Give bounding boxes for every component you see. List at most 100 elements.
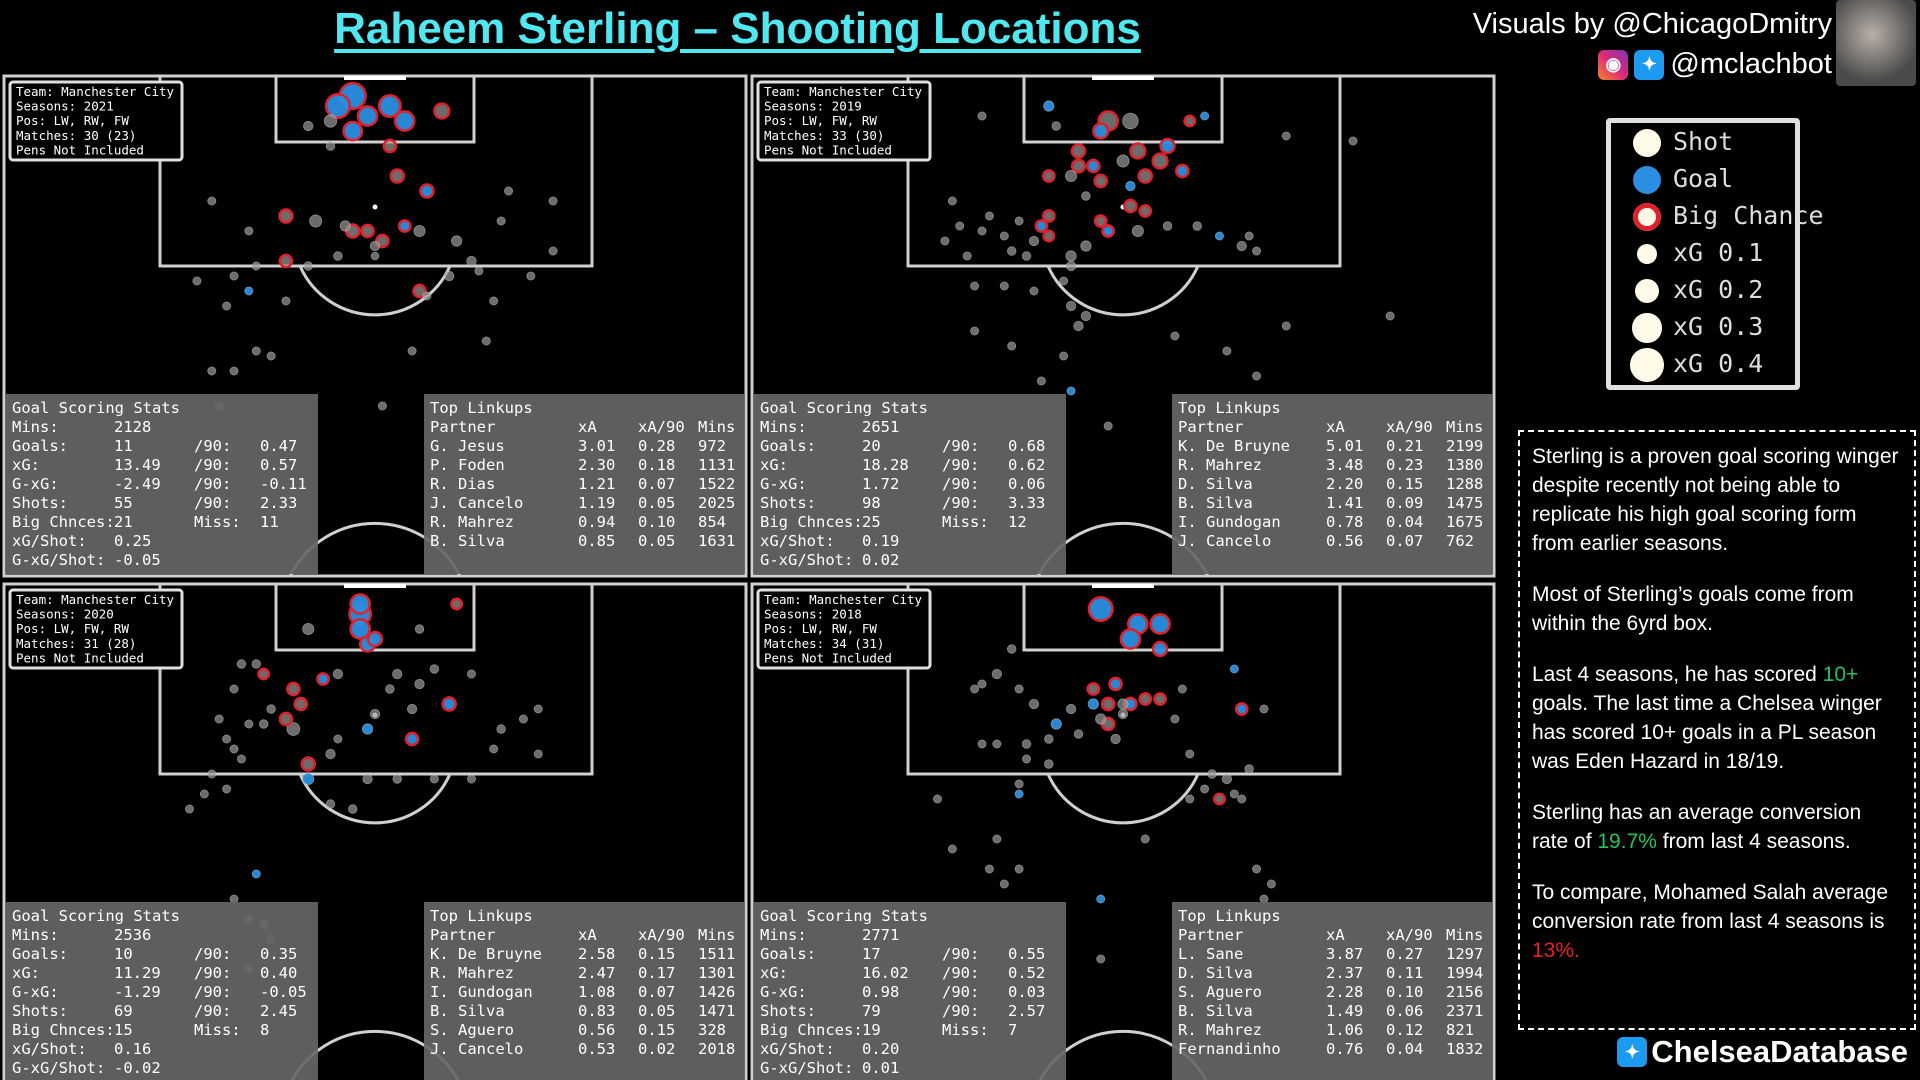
stats-cell: 11	[260, 513, 279, 531]
stats-cell: -2.49	[114, 475, 161, 493]
season-info-line: Pens Not Included	[16, 650, 144, 665]
stats-cell: /90:	[194, 437, 231, 455]
shot-marker	[244, 719, 254, 729]
shot-marker	[1065, 703, 1077, 715]
stats-cell: 15	[114, 1021, 133, 1039]
shot-marker	[1066, 386, 1076, 396]
linkups-cell: R. Mahrez	[1178, 1021, 1262, 1039]
linkups-cell: 0.56	[1326, 532, 1363, 550]
shot-marker	[1006, 246, 1017, 256]
shot-marker	[1385, 311, 1395, 321]
linkups-cell: 0.02	[638, 1040, 675, 1058]
shot-marker	[548, 246, 558, 256]
stats-cell: 19	[862, 1021, 881, 1039]
linkups-cell: 2018	[698, 1040, 735, 1058]
shot-marker	[333, 734, 343, 744]
linkups-cell: 1522	[698, 475, 735, 493]
shot-marker	[286, 722, 301, 736]
linkups-cell: 2.20	[1326, 475, 1363, 493]
linkups-header-cell: Mins	[1446, 926, 1483, 944]
season-info-line: Matches: 30 (23)	[16, 128, 136, 143]
shot-marker	[1034, 219, 1049, 233]
twitter-icon[interactable]: ✦	[1634, 49, 1665, 80]
shot-marker	[1065, 300, 1077, 312]
stats-title: Goal Scoring Stats	[760, 399, 928, 417]
stats-cell: /90:	[194, 945, 231, 963]
stats-cell: 2771	[862, 926, 899, 944]
shot-marker	[1108, 676, 1123, 692]
legend-label-1: Goal	[1673, 164, 1734, 193]
shot-marker	[1175, 163, 1190, 179]
shot-marker	[229, 366, 239, 376]
shot-marker	[258, 719, 269, 729]
shot-marker	[1137, 168, 1154, 184]
shot-marker	[1259, 704, 1269, 714]
shot-marker	[199, 789, 209, 799]
instagram-icon[interactable]: ◉	[1598, 49, 1629, 80]
twitter-icon[interactable]: ✦	[1617, 1037, 1648, 1067]
shot-marker	[1059, 351, 1069, 361]
linkups-cell: 2.37	[1326, 964, 1363, 982]
linkups-header-cell: Partner	[430, 926, 495, 944]
shot-marker	[229, 744, 239, 754]
linkups-header-cell: Partner	[1178, 418, 1243, 436]
shot-marker	[992, 739, 1002, 749]
shot-marker	[504, 186, 514, 196]
shot-marker	[1100, 696, 1116, 712]
stats-cell: -0.05	[114, 551, 161, 569]
linkups-cell: R. Mahrez	[430, 513, 514, 531]
commentary-p1: Sterling is a proven goal scoring winger…	[1532, 445, 1899, 555]
stats-cell: Goals:	[760, 437, 816, 455]
season-info-line: Team: Manchester City	[764, 592, 923, 607]
stats-cell: Mins:	[760, 418, 807, 436]
linkups-header-cell: xA	[1326, 926, 1345, 944]
linkups-cell: 0.53	[578, 1040, 615, 1058]
linkups-cell: D. Silva	[1178, 475, 1253, 493]
linkups-cell: 0.85	[578, 532, 615, 550]
linkups-cell: 972	[698, 437, 726, 455]
stats-cell: 0.06	[1008, 475, 1045, 493]
shot-marker	[1096, 894, 1106, 904]
shot-marker	[977, 111, 987, 121]
shot-marker	[1021, 739, 1032, 749]
shot-marker	[1043, 100, 1055, 112]
shot-marker	[369, 240, 381, 252]
linkups-header-cell: xA/90	[1386, 926, 1433, 944]
shot-marker	[1200, 111, 1210, 121]
linkups-cell: 1.06	[1326, 1021, 1363, 1039]
footer-label: ChelseaDatabase	[1651, 1034, 1908, 1069]
linkups-cell: 0.17	[638, 964, 675, 982]
shot-marker	[474, 266, 484, 276]
shot-marker	[244, 226, 254, 236]
avatar	[1836, 0, 1916, 86]
shot-marker	[466, 255, 477, 267]
linkups-cell: 2.58	[578, 945, 615, 963]
linkups-cell: 0.21	[1386, 437, 1423, 455]
shot-marker	[441, 696, 457, 712]
shot-marker	[236, 659, 247, 669]
stats-cell: Goals:	[760, 945, 816, 963]
stats-cell: Shots:	[12, 1002, 68, 1020]
shot-marker	[362, 773, 373, 785]
shot-marker	[977, 226, 987, 236]
shot-marker	[214, 714, 224, 724]
stats-title: Goal Scoring Stats	[12, 399, 180, 417]
linkups-cell: 1994	[1446, 964, 1483, 982]
commentary-box: Sterling is a proven goal scoring winger…	[1518, 430, 1916, 1030]
shot-marker	[414, 678, 425, 690]
stats-cell: Mins:	[12, 418, 59, 436]
stats-cell: 2536	[114, 926, 151, 944]
shot-marker	[323, 114, 338, 128]
linkups-cell: 0.05	[638, 494, 675, 512]
linkups-cell: 1131	[698, 456, 735, 474]
shot-marker	[1070, 158, 1087, 174]
shot-marker	[266, 351, 276, 361]
shot-marker	[414, 624, 425, 634]
shot-marker	[1014, 789, 1024, 799]
shot-marker	[940, 236, 950, 246]
stats-cell: 0.20	[862, 1040, 899, 1058]
